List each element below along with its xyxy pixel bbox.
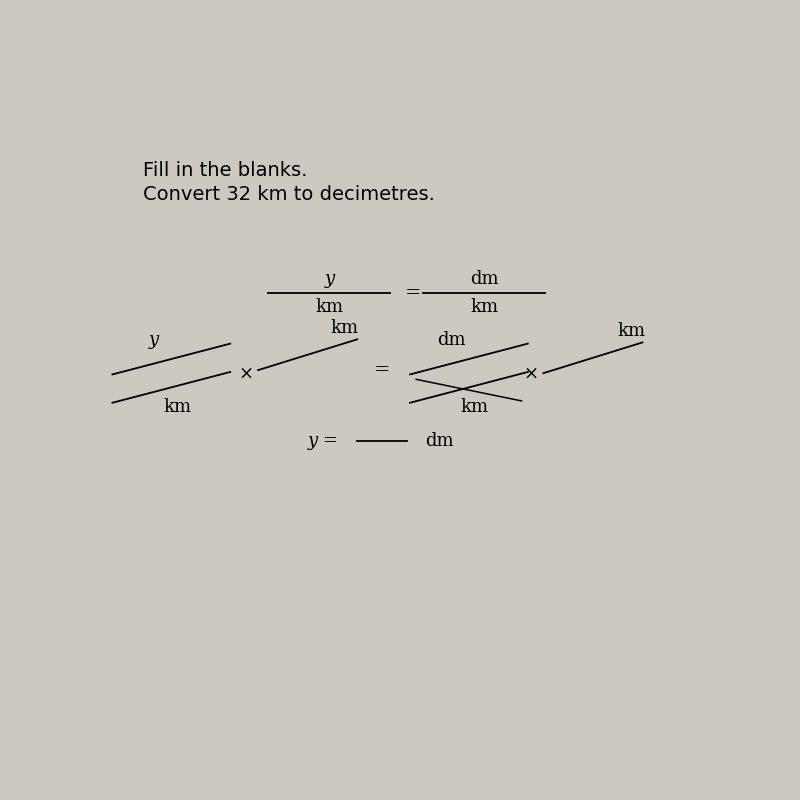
Text: ×: × [238,364,254,382]
Text: Fill in the blanks.: Fill in the blanks. [143,161,308,180]
Text: km: km [331,319,359,337]
Text: =: = [374,361,390,379]
Text: dm: dm [437,331,466,349]
Text: km: km [163,398,191,415]
Text: ×: × [523,364,538,382]
Text: dm: dm [470,270,498,288]
Text: y: y [324,270,334,288]
Text: dm: dm [426,432,454,450]
Text: y: y [149,331,158,349]
Text: km: km [461,398,489,415]
Text: =: = [405,284,422,302]
Text: y =: y = [308,432,338,450]
Text: Convert 32 km to decimetres.: Convert 32 km to decimetres. [143,186,435,204]
Text: km: km [315,298,343,316]
Text: km: km [618,322,646,340]
Text: km: km [470,298,498,316]
